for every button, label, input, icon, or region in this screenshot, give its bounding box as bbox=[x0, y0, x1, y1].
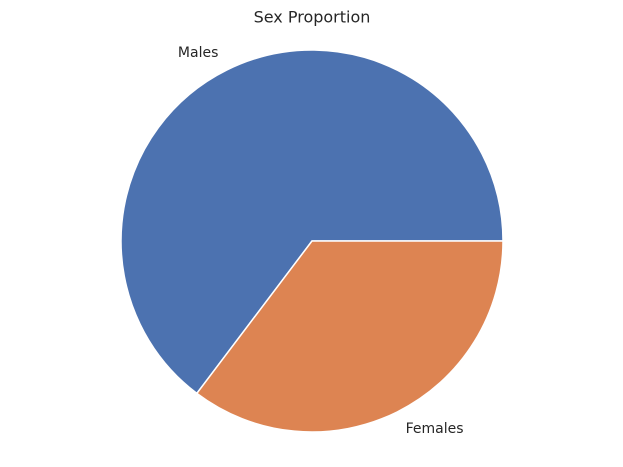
slice-label: Males bbox=[178, 45, 218, 61]
slice-label: Females bbox=[406, 421, 464, 437]
pie-slice bbox=[120, 49, 504, 395]
pie-slice bbox=[195, 240, 504, 433]
chart-title: Sex Proportion bbox=[254, 8, 371, 27]
